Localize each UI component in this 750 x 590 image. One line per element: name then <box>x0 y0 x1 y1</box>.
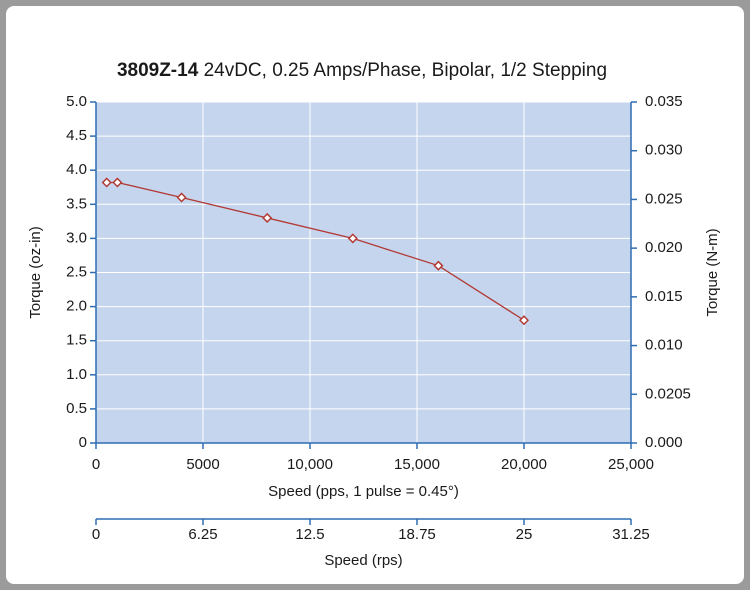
data-point <box>101 177 112 188</box>
title-text: 24vDC, 0.25 Amps/Phase, Bipolar, 1/2 Ste… <box>204 60 607 81</box>
x2-tick-label: 18.75 <box>398 526 436 543</box>
data-point <box>347 233 358 244</box>
x-tick-label: 20,000 <box>501 456 547 473</box>
x-tick-label: 15,000 <box>394 456 440 473</box>
x2-tick-label: 25 <box>516 526 533 543</box>
y-tick-label: 0 <box>79 434 87 451</box>
y2-tick-label: 0.030 <box>645 142 683 159</box>
x-tick-label: 0 <box>92 456 100 473</box>
x2-tick-label: 12.5 <box>295 526 324 543</box>
data-point <box>518 315 530 326</box>
y2-tick-label: 0.010 <box>645 337 683 354</box>
y-tick-label: 3.0 <box>66 229 87 246</box>
data-point <box>112 177 123 188</box>
y2-tick-label: 0.015 <box>645 288 683 305</box>
data-point <box>176 192 187 203</box>
y2-tick-label: 0.000 <box>645 434 683 451</box>
data-point <box>433 260 444 271</box>
x-tick-label: 5000 <box>186 456 219 473</box>
title-model: 3809Z-14 <box>117 60 199 81</box>
y-tick-label: 2.0 <box>66 298 87 315</box>
y2-tick-label: 0.0205 <box>645 385 691 402</box>
y-tick-label: 3.5 <box>66 195 87 212</box>
x-tick-label: 25,000 <box>608 456 654 473</box>
y-tick-label: 5.0 <box>66 93 87 110</box>
x-tick-label: 10,000 <box>287 456 333 473</box>
y-tick-label: 1.0 <box>66 366 87 383</box>
x2-tick-label: 31.25 <box>612 526 650 543</box>
y-tick-label: 2.5 <box>66 263 87 280</box>
x2-tick-label: 0 <box>92 526 100 543</box>
y-axis-title: Torque (oz-in) <box>27 226 44 319</box>
y2-tick-label: 0.025 <box>645 190 683 207</box>
y2-tick-label: 0.020 <box>645 239 683 256</box>
y-tick-label: 4.0 <box>66 161 87 178</box>
x-axis-title: Speed (pps, 1 pulse = 0.45°) <box>268 483 459 500</box>
y-tick-label: 0.5 <box>66 400 87 417</box>
y2-tick-label: 0.035 <box>645 93 683 110</box>
data-point <box>262 212 273 224</box>
y2-axis-title: Torque (N-m) <box>704 228 721 316</box>
x2-tick-label: 6.25 <box>188 526 217 543</box>
chart-title: 3809Z-14 24vDC, 0.25 Amps/Phase, Bipolar… <box>117 60 607 81</box>
y-tick-label: 1.5 <box>66 332 87 349</box>
y-tick-label: 4.5 <box>66 127 87 144</box>
x2-axis-title: Speed (rps) <box>324 552 402 569</box>
